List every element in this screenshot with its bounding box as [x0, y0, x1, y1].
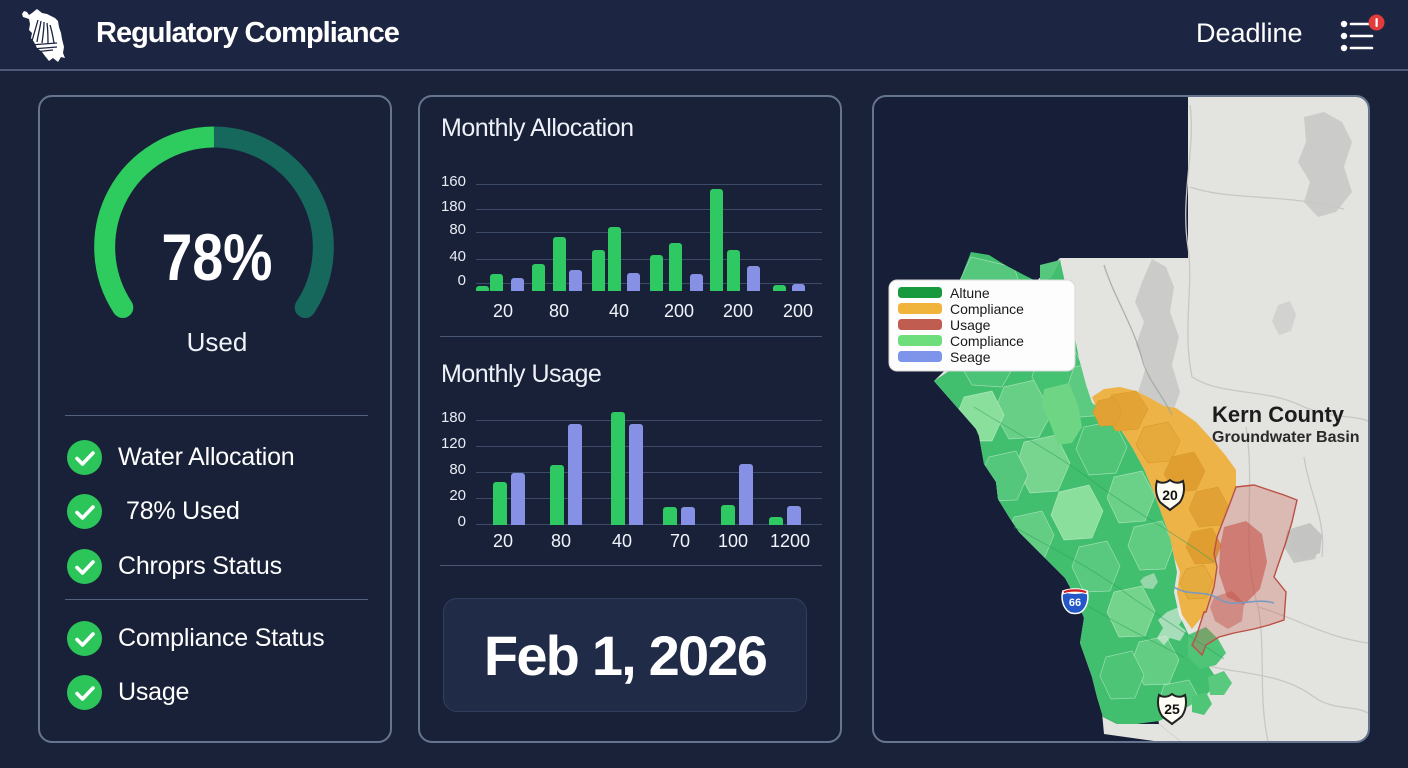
svg-text:Groundwater Basin: Groundwater Basin: [1212, 429, 1360, 446]
svg-text:Seage: Seage: [950, 349, 991, 365]
svg-text:Kern County: Kern County: [1212, 402, 1345, 427]
svg-text:Compliance: Compliance: [950, 333, 1024, 349]
svg-text:20: 20: [1162, 487, 1178, 503]
svg-text:Compliance: Compliance: [950, 301, 1024, 317]
svg-text:66: 66: [1069, 597, 1081, 609]
svg-text:Altune: Altune: [950, 285, 990, 301]
svg-text:25: 25: [1164, 701, 1180, 717]
svg-text:Usage: Usage: [950, 317, 991, 333]
